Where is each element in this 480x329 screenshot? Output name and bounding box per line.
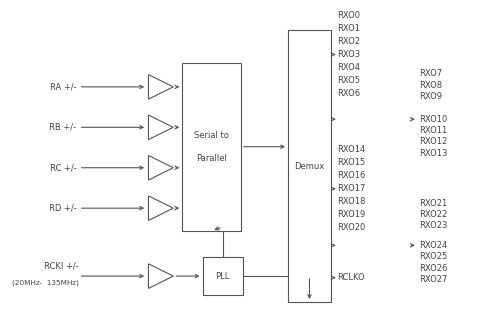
Text: RXO27: RXO27	[419, 275, 447, 284]
Text: RXO19: RXO19	[336, 210, 365, 219]
Text: PLL: PLL	[216, 271, 230, 281]
Text: Parallel: Parallel	[196, 154, 227, 163]
Text: RXO22: RXO22	[419, 210, 447, 219]
Text: RB +/-: RB +/-	[49, 123, 76, 132]
Text: RC +/-: RC +/-	[49, 163, 76, 172]
Text: RA +/-: RA +/-	[50, 82, 76, 91]
Text: RCKI +/-: RCKI +/-	[44, 262, 79, 271]
Polygon shape	[148, 75, 173, 99]
Text: Serial to: Serial to	[194, 131, 229, 140]
Text: RXO8: RXO8	[419, 81, 442, 90]
Text: RCLKO: RCLKO	[336, 273, 364, 282]
Polygon shape	[148, 196, 173, 220]
Text: RXO3: RXO3	[336, 50, 360, 59]
Bar	[203, 257, 243, 295]
Text: Demux: Demux	[294, 162, 324, 171]
Text: RXO20: RXO20	[336, 223, 365, 232]
Text: RD +/-: RD +/-	[48, 204, 76, 213]
Bar	[288, 30, 331, 302]
Text: RXO10: RXO10	[419, 115, 447, 124]
Text: RXO2: RXO2	[336, 37, 360, 46]
Text: RXO24: RXO24	[419, 241, 447, 250]
Text: RXO14: RXO14	[336, 145, 365, 154]
Text: RXO18: RXO18	[336, 197, 365, 206]
Text: RXO4: RXO4	[336, 63, 360, 72]
Text: RXO1: RXO1	[336, 24, 360, 33]
Text: RXO6: RXO6	[336, 89, 360, 98]
Text: RXO25: RXO25	[419, 252, 447, 261]
Bar	[182, 63, 241, 231]
Text: RXO16: RXO16	[336, 171, 365, 180]
Text: (20MHz-  135MHz): (20MHz- 135MHz)	[12, 280, 79, 287]
Text: RXO15: RXO15	[336, 158, 365, 167]
Text: RXO13: RXO13	[419, 149, 447, 158]
Text: RXO9: RXO9	[419, 92, 442, 101]
Text: RXO5: RXO5	[336, 76, 360, 85]
Text: RXO11: RXO11	[419, 126, 447, 135]
Text: RXO12: RXO12	[419, 138, 447, 146]
Text: RXO0: RXO0	[336, 11, 360, 20]
Text: RXO21: RXO21	[419, 199, 447, 208]
Text: RXO23: RXO23	[419, 221, 447, 230]
Text: RXO17: RXO17	[336, 184, 365, 193]
Polygon shape	[148, 264, 173, 289]
Text: RXO26: RXO26	[419, 264, 447, 272]
Polygon shape	[148, 115, 173, 139]
Text: RXO7: RXO7	[419, 69, 442, 78]
Polygon shape	[148, 155, 173, 180]
